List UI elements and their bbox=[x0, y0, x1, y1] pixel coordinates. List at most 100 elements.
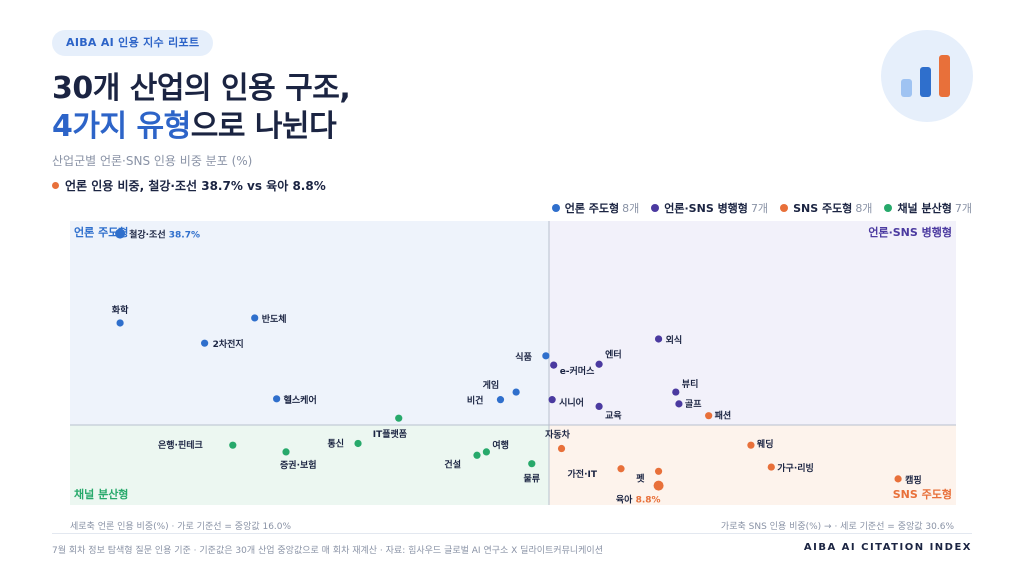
point-label: 건설 bbox=[444, 458, 461, 470]
footer-divider bbox=[52, 533, 972, 534]
data-point-both bbox=[595, 360, 603, 368]
point-label: 시니어 bbox=[559, 397, 584, 409]
title-highlight: 4가지 유형 bbox=[52, 109, 191, 144]
point-label: e-커머스 bbox=[560, 365, 595, 377]
callout-dot bbox=[52, 182, 59, 189]
point-label: 헬스케어 bbox=[284, 394, 317, 406]
point-value: 8.8% bbox=[632, 496, 660, 506]
title-line-2: 4가지 유형으로 나뉜다 bbox=[52, 108, 350, 146]
data-point-sns bbox=[747, 441, 755, 449]
point-label: 교육 bbox=[605, 410, 622, 421]
legend-count: 8개 bbox=[622, 202, 640, 215]
chart-subtitle: 산업군별 언론·SNS 인용 비중 분포 (%) bbox=[52, 154, 253, 168]
brand-label: AIBA AI CITATION INDEX bbox=[803, 542, 972, 553]
page-title: 30개 산업의 인용 구조, 4가지 유형으로 나뉜다 bbox=[52, 70, 351, 146]
data-point-both bbox=[550, 361, 558, 369]
quadrant-label: 채널 분산형 bbox=[74, 487, 128, 501]
legend-count: 7개 bbox=[750, 202, 769, 215]
data-point-both bbox=[595, 402, 603, 411]
data-point-dist bbox=[282, 448, 290, 456]
legend-swatch bbox=[884, 204, 893, 212]
data-point-both bbox=[672, 388, 680, 396]
point-label: 통신 bbox=[327, 437, 344, 449]
point-label: 은행·핀테크 bbox=[158, 439, 203, 451]
legend-count: 7개 bbox=[954, 202, 972, 215]
legend-label: 언론·SNS 병행형 bbox=[664, 202, 748, 215]
data-point-press bbox=[512, 388, 520, 396]
point-label: 식품 bbox=[515, 351, 532, 363]
legend-swatch bbox=[651, 204, 660, 212]
data-point-sns bbox=[557, 444, 566, 453]
data-point-dist bbox=[395, 414, 403, 422]
data-point-dist bbox=[354, 439, 362, 448]
data-point-press bbox=[542, 352, 550, 360]
legend-item-sns: SNS 주도형 8개 bbox=[780, 200, 872, 216]
logo-badge bbox=[881, 30, 973, 122]
callout-text: 언론 인용 비중, 철강·조선 38.7% vs 육아 8.8% bbox=[65, 179, 326, 193]
point-label: 비건 bbox=[467, 395, 484, 407]
logo-bar-1 bbox=[901, 79, 912, 97]
point-label: 철강·조선 38.7% bbox=[129, 229, 200, 241]
quadrant-label: 언론 주도형 bbox=[74, 225, 128, 239]
legend-item-press: 언론 주도형 8개 bbox=[551, 200, 640, 216]
point-label: 외식 bbox=[666, 334, 683, 346]
point-label: 육아 8.8% bbox=[616, 494, 661, 506]
report-badge: AIBA AI 인용 지수 리포트 bbox=[52, 30, 214, 56]
legend-count: 8개 bbox=[855, 202, 873, 215]
data-point-both bbox=[675, 400, 683, 408]
legend-swatch bbox=[551, 204, 560, 212]
quadrant-top-left bbox=[70, 221, 550, 425]
point-label: 패션 bbox=[715, 410, 732, 422]
y-axis-note: 세로축 언론 인용 비중(%) · 가로 기준선 = 중앙값 16.0% bbox=[70, 522, 292, 532]
point-label: 게임 bbox=[483, 379, 500, 391]
legend-label: 채널 분산형 bbox=[897, 202, 952, 215]
data-point-sns bbox=[767, 463, 775, 471]
data-point-dist bbox=[528, 460, 536, 468]
legend-label: SNS 주도형 bbox=[793, 202, 853, 215]
source-note: 7월 회차 정보 탐색형 질문 인용 기준 · 기준값은 30개 산업 중앙값으… bbox=[52, 546, 603, 556]
legend-swatch bbox=[780, 204, 789, 212]
data-point-press bbox=[115, 228, 126, 239]
data-point-press bbox=[116, 319, 124, 327]
point-label: 펫 bbox=[636, 472, 645, 484]
x-axis-note: 가로축 SNS 인용 비중(%) → · 세로 기준선 = 중앙값 30.6% bbox=[720, 522, 954, 532]
point-label: 2차전지 bbox=[213, 338, 244, 350]
key-callout: 언론 인용 비중, 철강·조선 38.7% vs 육아 8.8% bbox=[52, 177, 326, 194]
data-point-press bbox=[201, 339, 209, 347]
quadrant-bottom-right bbox=[549, 424, 956, 505]
data-point-sns bbox=[617, 465, 625, 473]
data-point-dist bbox=[482, 448, 490, 456]
data-point-sns bbox=[654, 467, 663, 475]
logo-bar-2 bbox=[920, 67, 931, 97]
quadrant-label: 언론·SNS 병행형 bbox=[868, 225, 952, 239]
quadrant-label: SNS 주도형 bbox=[893, 487, 952, 501]
legend-label: 언론 주도형 bbox=[564, 202, 620, 215]
point-label: 증권·보험 bbox=[280, 459, 317, 471]
quadrant-top-right bbox=[549, 221, 956, 425]
data-point-dist bbox=[229, 441, 237, 449]
point-label: 골프 bbox=[685, 399, 702, 410]
point-label: 여행 bbox=[492, 439, 509, 451]
point-label: 가구·리빙 bbox=[777, 462, 814, 474]
data-point-sns bbox=[705, 412, 713, 420]
logo-bar-3 bbox=[939, 55, 950, 97]
data-point-sns bbox=[653, 480, 664, 491]
point-label: 자동차 bbox=[545, 429, 571, 441]
point-label: 가전·IT bbox=[568, 468, 598, 480]
data-point-dist bbox=[473, 451, 481, 459]
point-label: 반도체 bbox=[262, 313, 287, 325]
point-label: 엔터 bbox=[605, 348, 622, 360]
point-value: 38.7% bbox=[166, 231, 200, 241]
point-label: 물류 bbox=[524, 474, 541, 485]
point-label: IT플랫폼 bbox=[373, 428, 407, 440]
chart-legend: 언론 주도형 8개 언론·SNS 병행형 7개 SNS 주도형 8개 채널 분산… bbox=[551, 200, 972, 216]
quadrant-bottom-left bbox=[70, 424, 550, 505]
bar-chart-icon bbox=[901, 55, 950, 97]
title-line-1: 30개 산업의 인용 구조, bbox=[52, 71, 351, 106]
point-label: 캠핑 bbox=[905, 474, 922, 486]
data-point-press bbox=[496, 396, 505, 404]
data-point-sns bbox=[894, 475, 902, 483]
title-rest: 으로 나뉜다 bbox=[190, 109, 337, 144]
point-label: 웨딩 bbox=[757, 438, 774, 450]
